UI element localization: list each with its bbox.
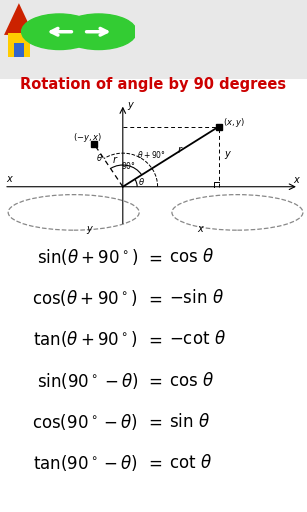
Text: Rotation of angle by 90 degrees: Rotation of angle by 90 degrees	[21, 77, 286, 92]
Text: $-\cot\,\theta$: $-\cot\,\theta$	[169, 330, 226, 349]
Text: $\cos\,\theta$: $\cos\,\theta$	[169, 248, 214, 266]
Text: $90°$: $90°$	[121, 160, 136, 171]
Text: $y$: $y$	[224, 148, 232, 161]
Text: $\cot\,\theta$: $\cot\,\theta$	[169, 454, 212, 472]
Text: $y$: $y$	[86, 224, 94, 236]
Text: $\sin\,\theta$: $\sin\,\theta$	[169, 413, 210, 431]
Text: $y$: $y$	[127, 100, 135, 112]
Text: $\sin(\theta+90^\circ)$: $\sin(\theta+90^\circ)$	[37, 247, 138, 267]
Text: $=$: $=$	[145, 372, 162, 390]
Text: $\tan(90^\circ-\theta)$: $\tan(90^\circ-\theta)$	[33, 453, 138, 473]
Text: $x$: $x$	[293, 175, 301, 185]
Text: $\theta$: $\theta$	[96, 152, 103, 163]
Text: $(x,y)$: $(x,y)$	[223, 116, 245, 129]
Text: $=$: $=$	[145, 413, 162, 431]
Text: $\cos\,\theta$: $\cos\,\theta$	[169, 372, 214, 390]
Text: $-\sin\,\theta$: $-\sin\,\theta$	[169, 289, 224, 307]
Text: $r$: $r$	[111, 154, 118, 165]
Text: $\tan(\theta+90^\circ)$: $\tan(\theta+90^\circ)$	[33, 329, 138, 349]
FancyBboxPatch shape	[0, 79, 307, 512]
Text: $\theta$: $\theta$	[138, 176, 145, 187]
Text: $=$: $=$	[145, 454, 162, 472]
Ellipse shape	[184, 200, 291, 225]
Ellipse shape	[21, 200, 127, 225]
Text: $=$: $=$	[145, 248, 162, 266]
Text: $r$: $r$	[177, 144, 184, 155]
Text: $\cos(90^\circ-\theta)$: $\cos(90^\circ-\theta)$	[32, 412, 138, 432]
Text: $\sin(90^\circ-\theta)$: $\sin(90^\circ-\theta)$	[37, 371, 138, 391]
Polygon shape	[4, 3, 34, 35]
Circle shape	[61, 14, 136, 50]
Circle shape	[21, 14, 97, 50]
FancyBboxPatch shape	[8, 33, 30, 57]
FancyBboxPatch shape	[14, 43, 24, 57]
Text: $x$: $x$	[196, 224, 205, 234]
Text: $\theta+90°$: $\theta+90°$	[137, 150, 166, 160]
Text: $(-y,x)$: $(-y,x)$	[73, 131, 103, 144]
Text: $=$: $=$	[145, 330, 162, 349]
Text: $x$: $x$	[6, 174, 14, 184]
Text: $\cos(\theta+90^\circ)$: $\cos(\theta+90^\circ)$	[32, 288, 138, 308]
Text: $=$: $=$	[145, 289, 162, 307]
